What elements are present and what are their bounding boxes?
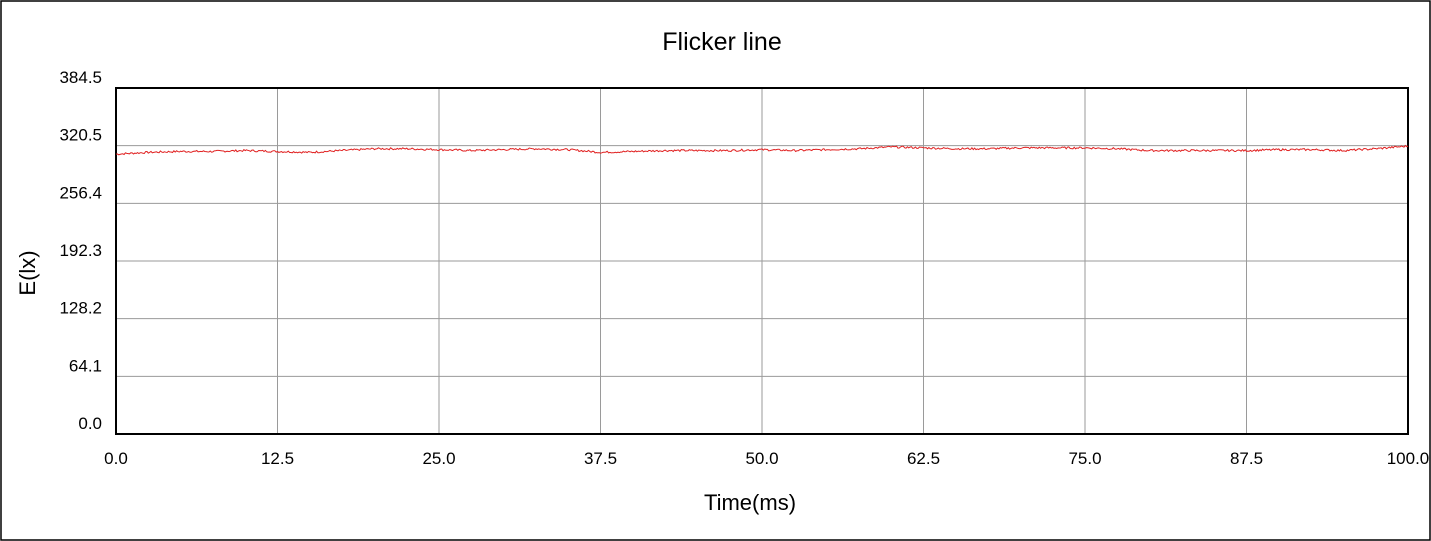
y-axis-label: E(lx) (15, 250, 40, 295)
x-tick-label: 87.5 (1230, 449, 1263, 468)
y-tick-label: 320.5 (59, 126, 102, 145)
y-tick-label: 0.0 (78, 414, 102, 433)
x-tick-label: 75.0 (1068, 449, 1101, 468)
x-tick-label: 62.5 (907, 449, 940, 468)
axis-ticks: 0.0 12.5 25.0 37.5 50.0 62.5 75.0 87.5 100.0 0.0 6… (59, 68, 1429, 468)
x-tick-label: 37.5 (584, 449, 617, 468)
series-layer (115, 144, 1409, 156)
x-axis-label: Time(ms) (704, 490, 796, 515)
y-tick-label: 192.3 (59, 241, 102, 260)
flicker-series-line (115, 144, 1409, 156)
y-tick-label: 384.5 (59, 68, 102, 87)
chart-title: Flicker line (662, 28, 781, 56)
x-tick-label: 100.0 (1387, 449, 1430, 468)
plot-area-border (115, 87, 1409, 435)
x-tick-label: 0.0 (104, 449, 128, 468)
x-tick-label: 25.0 (422, 449, 455, 468)
y-tick-label: 256.4 (59, 183, 102, 202)
y-tick-label: 64.1 (69, 356, 102, 375)
x-tick-label: 12.5 (261, 449, 294, 468)
grid (116, 88, 1408, 434)
y-tick-label: 128.2 (59, 299, 102, 318)
x-tick-label: 50.0 (745, 449, 778, 468)
